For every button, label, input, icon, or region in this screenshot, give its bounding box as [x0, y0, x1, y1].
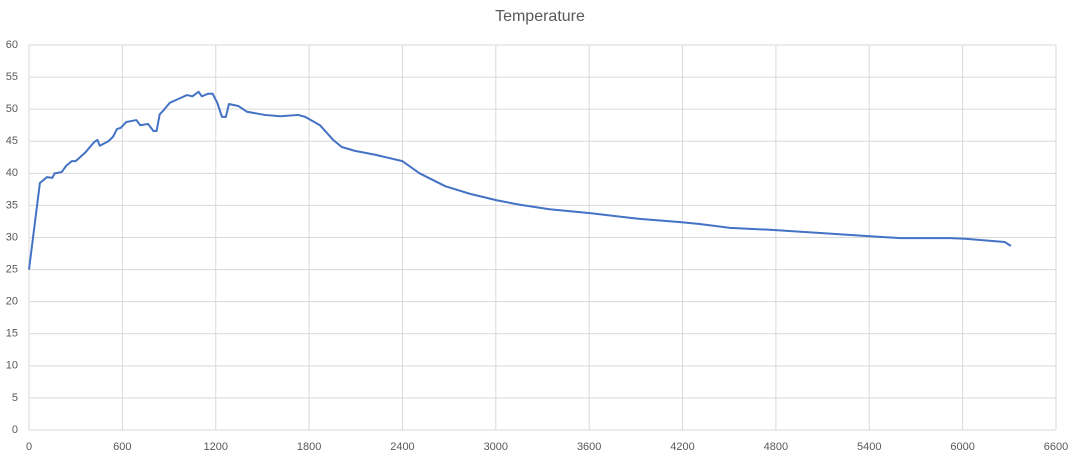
x-tick-label: 2400 [390, 441, 414, 453]
x-tick-label: 6000 [950, 441, 974, 453]
y-tick-label: 45 [6, 135, 18, 147]
x-tick-label: 1800 [297, 441, 321, 453]
y-tick-label: 5 [12, 392, 18, 404]
x-tick-label: 0 [26, 441, 32, 453]
x-tick-label: 3600 [577, 441, 601, 453]
x-tick-label: 600 [113, 441, 131, 453]
x-tick-label: 4800 [764, 441, 788, 453]
x-tick-label: 6600 [1044, 441, 1068, 453]
x-tick-label: 5400 [857, 441, 881, 453]
data-line [28, 90, 1012, 270]
y-tick-label: 30 [6, 231, 18, 243]
y-tick-label: 20 [6, 296, 18, 308]
y-tick-label: 15 [6, 328, 18, 340]
y-tick-label: 60 [6, 39, 18, 51]
x-tick-label: 4200 [670, 441, 694, 453]
chart-title: Temperature [495, 8, 585, 25]
y-tick-label: 35 [6, 199, 18, 211]
y-tick-label: 0 [12, 424, 18, 436]
y-tick-label: 40 [6, 167, 18, 179]
x-tick-label: 3000 [484, 441, 508, 453]
x-tick-label: 1200 [203, 441, 227, 453]
y-tick-label: 50 [6, 103, 18, 115]
y-tick-label: 10 [6, 360, 18, 372]
y-tick-label: 25 [6, 263, 18, 275]
y-tick-label: 55 [6, 71, 18, 83]
